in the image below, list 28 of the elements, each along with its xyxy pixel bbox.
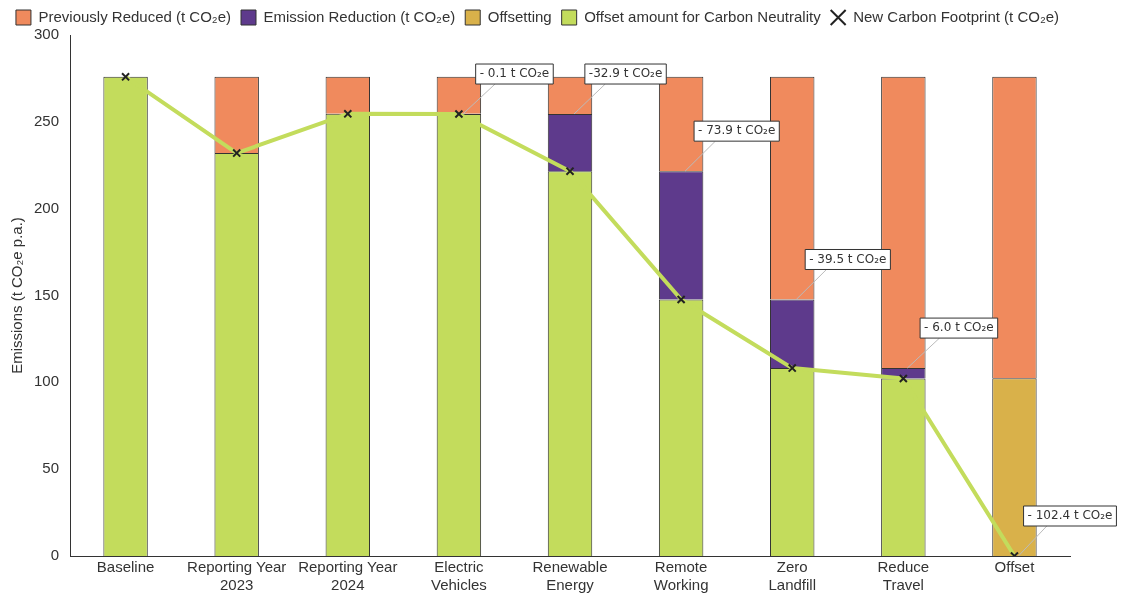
- y-tick-label: 0: [50, 546, 60, 564]
- x-tick-label: Baseline: [96, 558, 155, 576]
- x-tick-label: Reduce Travel: [877, 558, 930, 594]
- legend-label: Emission Reduction (t CO₂e): [263, 7, 456, 25]
- annotation: - 102.4 t CO₂e: [1027, 508, 1113, 523]
- legend-label: Previously Reduced (t CO₂e): [38, 7, 232, 25]
- annotation: -32.9 t CO₂e: [588, 66, 663, 81]
- y-axis-title: Emissions (t CO₂e p.a.): [8, 217, 26, 374]
- x-tick-label: Reporting Year 2023: [187, 558, 287, 594]
- legend-label: Offsetting: [487, 7, 552, 25]
- x-tick-label: Reporting Year 2024: [298, 558, 398, 594]
- y-tick-label: 250: [34, 111, 60, 129]
- y-tick-label: 50: [42, 459, 60, 477]
- annotation: - 6.0 t CO₂e: [924, 320, 994, 335]
- y-tick-label: 300: [34, 25, 60, 43]
- x-tick-label: Offset: [994, 558, 1036, 576]
- legend-label: New Carbon Footprint (t CO₂e): [853, 7, 1060, 25]
- legend-label: Offset amount for Carbon Neutrality: [584, 7, 822, 25]
- y-tick-label: 100: [34, 372, 60, 390]
- x-tick-label: Zero Landfill: [768, 558, 816, 594]
- x-tick-label: Remote Working: [653, 558, 709, 594]
- y-tick-label: 200: [34, 198, 60, 216]
- annotation: - 39.5 t CO₂e: [809, 251, 887, 266]
- x-tick-label: Electric Vehicles: [430, 558, 487, 594]
- x-tick-label: Renewable Energy: [532, 558, 608, 594]
- annotation: - 73.9 t CO₂e: [698, 123, 776, 138]
- annotation: - 0.1 t CO₂e: [479, 66, 550, 81]
- y-tick-label: 150: [34, 285, 60, 303]
